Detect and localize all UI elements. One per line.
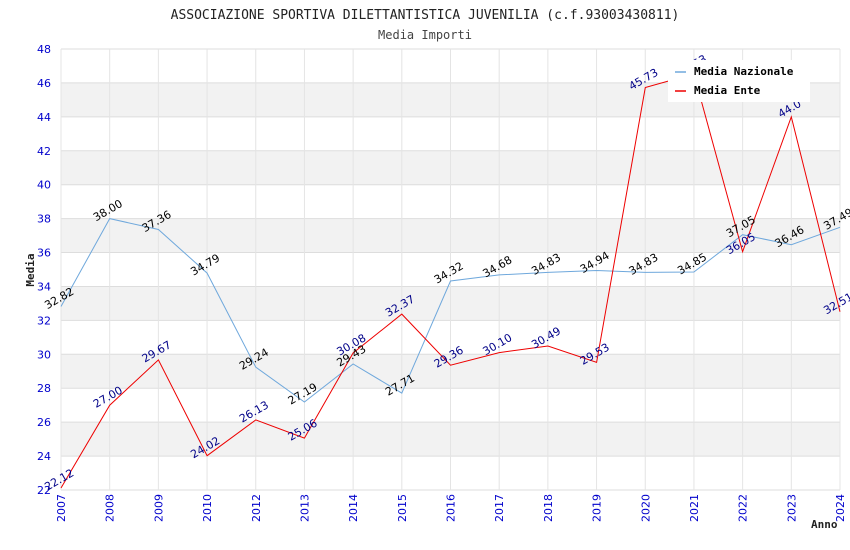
- x-tick-label: 2021: [688, 494, 701, 522]
- x-tick-label: 2019: [591, 494, 604, 522]
- y-tick-label: 40: [37, 179, 51, 192]
- y-tick-label: 36: [37, 247, 51, 260]
- series-line-media-ente: [60, 73, 841, 489]
- y-tick-label: 44: [37, 111, 51, 124]
- y-tick-label: 38: [37, 213, 51, 226]
- legend-box: [668, 60, 810, 102]
- x-axis-ticks: 2007 2008 2009 2010 2012 2013 2014 2015 2016 2017…: [55, 494, 847, 522]
- x-tick-label: 2017: [493, 494, 506, 522]
- x-tick-label: 2013: [298, 494, 311, 522]
- y-tick-label: 30: [37, 348, 51, 361]
- y-tick-label: 26: [37, 416, 51, 429]
- x-tick-label: 2007: [55, 494, 68, 522]
- y-tick-label: 48: [37, 43, 51, 56]
- x-tick-label: 2020: [639, 494, 652, 522]
- x-tick-label: 2008: [104, 494, 117, 522]
- gridlines: [60, 48, 841, 491]
- x-tick-label: 2024: [834, 494, 847, 522]
- x-axis-label: Anno: [811, 518, 838, 531]
- y-tick-label: 28: [37, 382, 51, 395]
- y-tick-label: 42: [37, 145, 51, 158]
- x-tick-label: 2009: [152, 494, 165, 522]
- chart-title: ASSOCIAZIONE SPORTIVA DILETTANTISTICA JU…: [171, 8, 680, 23]
- x-tick-label: 2015: [396, 494, 409, 522]
- x-tick-label: 2010: [201, 494, 214, 522]
- x-tick-label: 2012: [250, 494, 263, 522]
- x-tick-label: 2022: [737, 494, 750, 522]
- y-tick-label: 34: [37, 280, 51, 293]
- x-tick-label: 2023: [785, 494, 798, 522]
- y-tick-label: 22: [37, 484, 51, 497]
- x-tick-label: 2018: [542, 494, 555, 522]
- legend-label-media-ente: Media Ente: [694, 84, 761, 97]
- x-tick-label: 2014: [347, 494, 360, 522]
- y-tick-label: 24: [37, 450, 51, 463]
- y-tick-label: 32: [37, 314, 51, 327]
- legend: Media Nazionale Media Ente: [668, 60, 810, 102]
- chart-subtitle: Media Importi: [378, 28, 472, 42]
- x-tick-label: 2016: [445, 494, 458, 522]
- y-axis-ticks: 22 24 26 28 30 32 34 36 38 40 42 44 46 48: [37, 43, 51, 497]
- y-tick-label: 46: [37, 77, 51, 90]
- series-lines: [60, 73, 841, 489]
- y-axis-label: Media: [24, 253, 37, 286]
- series-line-media-nazionale: [60, 218, 841, 403]
- legend-label-media-nazionale: Media Nazionale: [694, 65, 794, 78]
